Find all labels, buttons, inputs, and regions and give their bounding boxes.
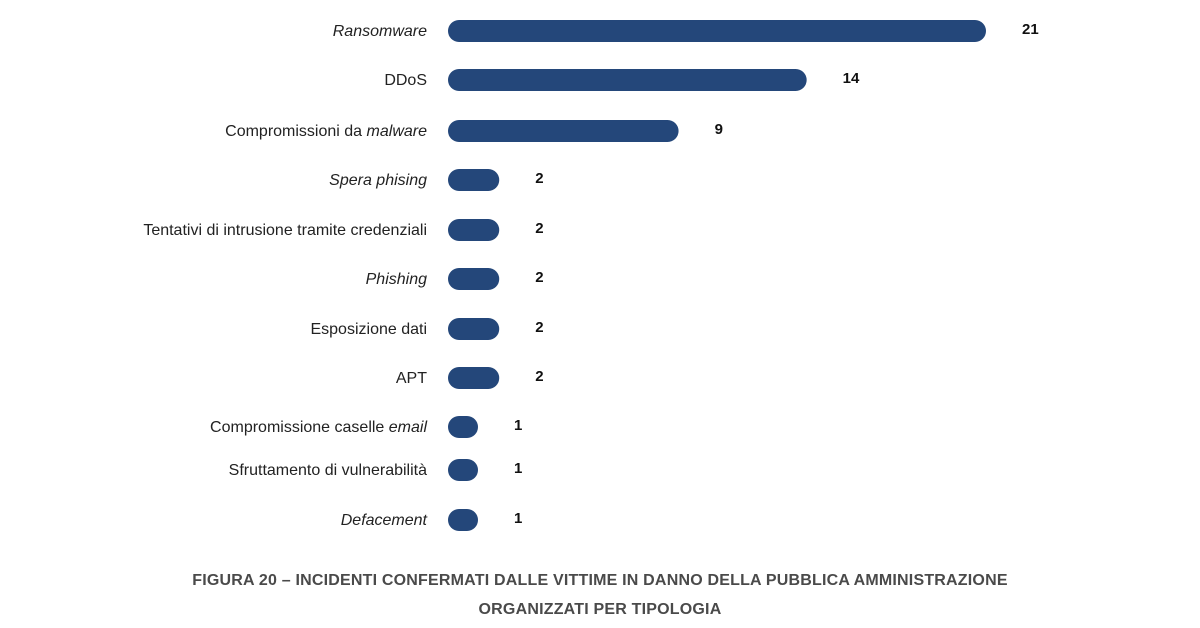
category-label: Phishing (366, 271, 427, 288)
category-label: Spera phising (329, 172, 427, 189)
bar (448, 69, 807, 91)
category-label: Tentativi di intrusione tramite credenzi… (143, 222, 427, 239)
bar (448, 169, 500, 191)
category-label: Esposizione dati (310, 321, 427, 338)
bar (448, 509, 478, 531)
value-label: 2 (535, 368, 543, 385)
caption-line-1: FIGURA 20 – INCIDENTI CONFERMATI DALLE V… (192, 572, 1008, 589)
value-label: 1 (514, 460, 522, 477)
bar (448, 120, 679, 142)
bar (448, 416, 478, 438)
value-label: 2 (535, 170, 543, 187)
value-label: 2 (535, 220, 543, 237)
value-label: 2 (535, 269, 543, 286)
category-label: DDoS (384, 72, 427, 89)
category-label: Defacement (341, 512, 428, 529)
category-label: Compromissioni da malware (225, 123, 427, 140)
bar (448, 219, 500, 241)
bar (448, 268, 500, 290)
category-label: Sfruttamento di vulnerabilità (229, 462, 427, 479)
figure-caption: FIGURA 20 – INCIDENTI CONFERMATI DALLE V… (0, 566, 1200, 624)
bar (448, 318, 500, 340)
bar (448, 367, 500, 389)
bar (448, 20, 986, 42)
value-label: 2 (535, 319, 543, 336)
caption-line-2: ORGANIZZATI PER TIPOLOGIA (478, 601, 722, 618)
category-label: APT (396, 370, 427, 387)
value-label: 1 (514, 417, 522, 434)
value-label: 1 (514, 510, 522, 527)
value-label: 14 (843, 70, 860, 87)
category-label: Compromissione caselle email (210, 419, 427, 436)
bar (448, 459, 478, 481)
value-label: 21 (1022, 21, 1039, 38)
value-label: 9 (715, 121, 723, 138)
category-label: Ransomware (333, 23, 427, 40)
